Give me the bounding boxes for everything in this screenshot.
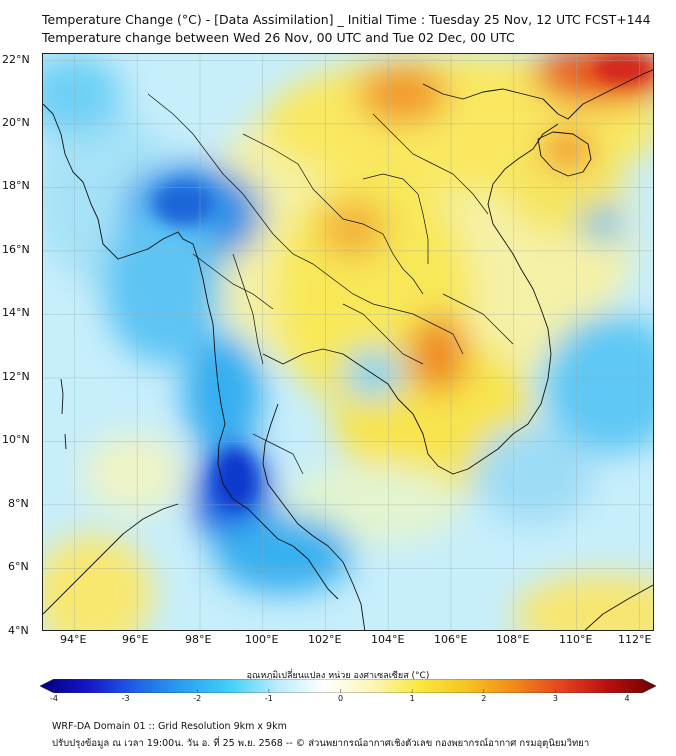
lat-label: 14°N <box>2 306 30 319</box>
colorbar-tick-label: 3 <box>552 694 558 703</box>
footer-model-info: WRF-DA Domain 01 :: Grid Resolution 9km … <box>52 721 287 732</box>
map-subtitle: Temperature change between Wed 26 Nov, 0… <box>42 30 515 45</box>
colorbar-title: อุณหภูมิเปลี่ยนแปลง หน่วย องศาเซลเซียส (… <box>246 671 430 681</box>
colorbar-tick-label: 2 <box>481 694 487 703</box>
lat-label: 6°N <box>8 560 29 573</box>
country-borders <box>147 93 514 475</box>
lat-label: 22°N <box>2 53 30 66</box>
colorbar-tick-label: -3 <box>121 694 130 703</box>
lat-label: 12°N <box>2 370 30 383</box>
temperature-change-map <box>42 53 654 631</box>
lat-label: 8°N <box>8 497 29 510</box>
lon-label: 104°E <box>371 633 405 646</box>
lon-label: 108°E <box>496 633 530 646</box>
lon-label: 110°E <box>559 633 593 646</box>
colorbar-tick-label: -4 <box>50 694 58 703</box>
lat-label: 10°N <box>2 433 30 446</box>
lat-label: 16°N <box>2 243 30 256</box>
footer-update-info: ปรับปรุงข้อมูล ณ เวลา 19:00น. วัน อ. ที่… <box>52 738 590 749</box>
lon-label: 112°E <box>618 633 652 646</box>
colorbar-tick-label: -2 <box>193 694 202 703</box>
colorbar-ramp <box>40 679 656 693</box>
colorbar-tick-label: 4 <box>624 694 630 703</box>
graticule <box>43 54 653 630</box>
lon-label: 100°E <box>245 633 279 646</box>
lon-label: 102°E <box>308 633 342 646</box>
lat-label: 20°N <box>2 116 30 129</box>
lat-label: 18°N <box>2 179 30 192</box>
colorbar-tick-label: -1 <box>264 694 273 703</box>
map-canvas <box>43 54 653 630</box>
coastlines <box>43 69 653 630</box>
lon-label: 98°E <box>185 633 212 646</box>
colorbar-tick-label: 1 <box>409 694 415 703</box>
map-title: Temperature Change (°C) - [Data Assimila… <box>42 12 651 27</box>
colorbar <box>40 679 656 693</box>
lon-label: 96°E <box>122 633 149 646</box>
lon-label: 94°E <box>60 633 87 646</box>
lon-label: 106°E <box>434 633 468 646</box>
colorbar-tick-label: 0 <box>337 694 344 703</box>
lat-label: 4°N <box>8 624 29 637</box>
